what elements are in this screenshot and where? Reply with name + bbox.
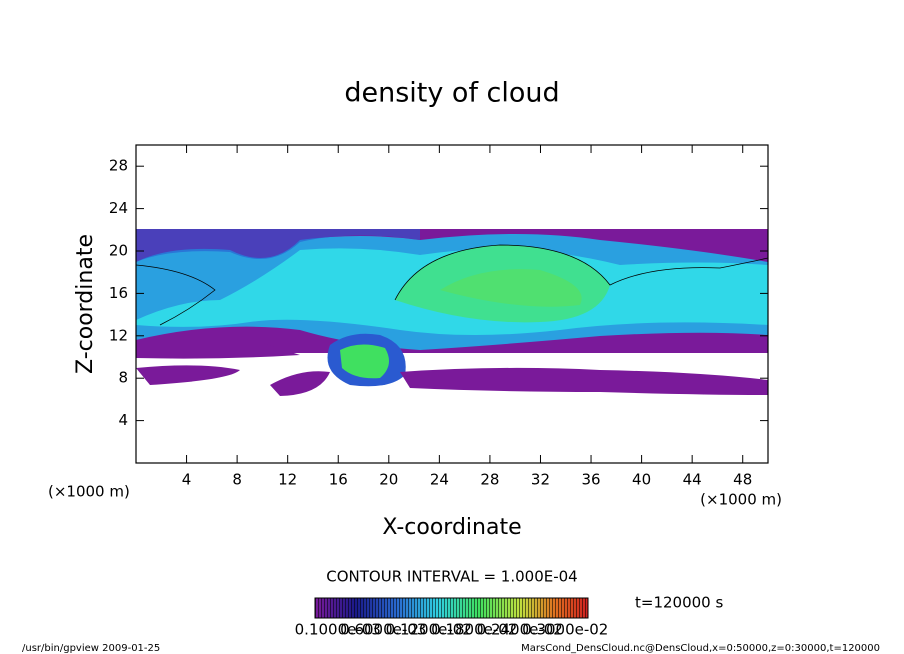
chart-title: density of cloud <box>344 78 559 109</box>
y-tick-label: 16 <box>109 284 128 302</box>
colorbar-label: 0.2400e-02 <box>477 621 563 639</box>
y-tick-label: 24 <box>109 199 128 217</box>
x-tick-label: 32 <box>531 471 550 489</box>
x-tick-label: 28 <box>480 471 499 489</box>
colorbar-label: 0.6000e-03 <box>340 621 426 639</box>
x-tick-label: 8 <box>232 471 242 489</box>
colorbar-label: 0.1200e-02 <box>386 621 472 639</box>
y-tick-label: 28 <box>109 157 128 175</box>
y-tick-label: 12 <box>109 326 128 344</box>
x-tick-label: 12 <box>278 471 297 489</box>
footer-left: /usr/bin/gpview 2009-01-25 <box>22 643 160 654</box>
x-axis-label: X-coordinate <box>382 515 521 540</box>
x-tick-label: 44 <box>683 471 702 489</box>
axes: 4 8 12 16 20 24 28 32 36 40 44 484812162024280.1000… <box>109 145 768 639</box>
x-unit: (×1000 m) <box>700 491 782 509</box>
colorbar-label: 0.1800e-02 <box>431 621 517 639</box>
time-label: t=120000 s <box>635 594 723 612</box>
colorbar-label: 0.1000e-03 <box>295 621 381 639</box>
x-tick-label: 24 <box>430 471 449 489</box>
y-tick-label: 20 <box>109 242 128 260</box>
x-tick-label: 40 <box>632 471 651 489</box>
x-tick-label: 48 <box>733 471 752 489</box>
x-tick-label: 16 <box>329 471 348 489</box>
footer-right: MarsCond_DensCloud.nc@DensCloud,x=0:5000… <box>521 643 880 654</box>
colorbar-frame <box>314 597 589 619</box>
x-tick-label: 36 <box>581 471 600 489</box>
y-unit: (×1000 m) <box>48 483 130 501</box>
x-tick-label: 4 <box>182 471 192 489</box>
field <box>136 229 768 396</box>
y-tick-label: 8 <box>118 369 128 387</box>
contour-interval: CONTOUR INTERVAL = 1.000E-04 <box>326 568 577 586</box>
y-axis-label: Z-coordinate <box>73 234 98 374</box>
colorbar-label: 0.3000e-02 <box>522 621 608 639</box>
plot-frame <box>135 144 769 464</box>
y-tick-label: 4 <box>118 411 128 429</box>
x-tick-label: 20 <box>379 471 398 489</box>
